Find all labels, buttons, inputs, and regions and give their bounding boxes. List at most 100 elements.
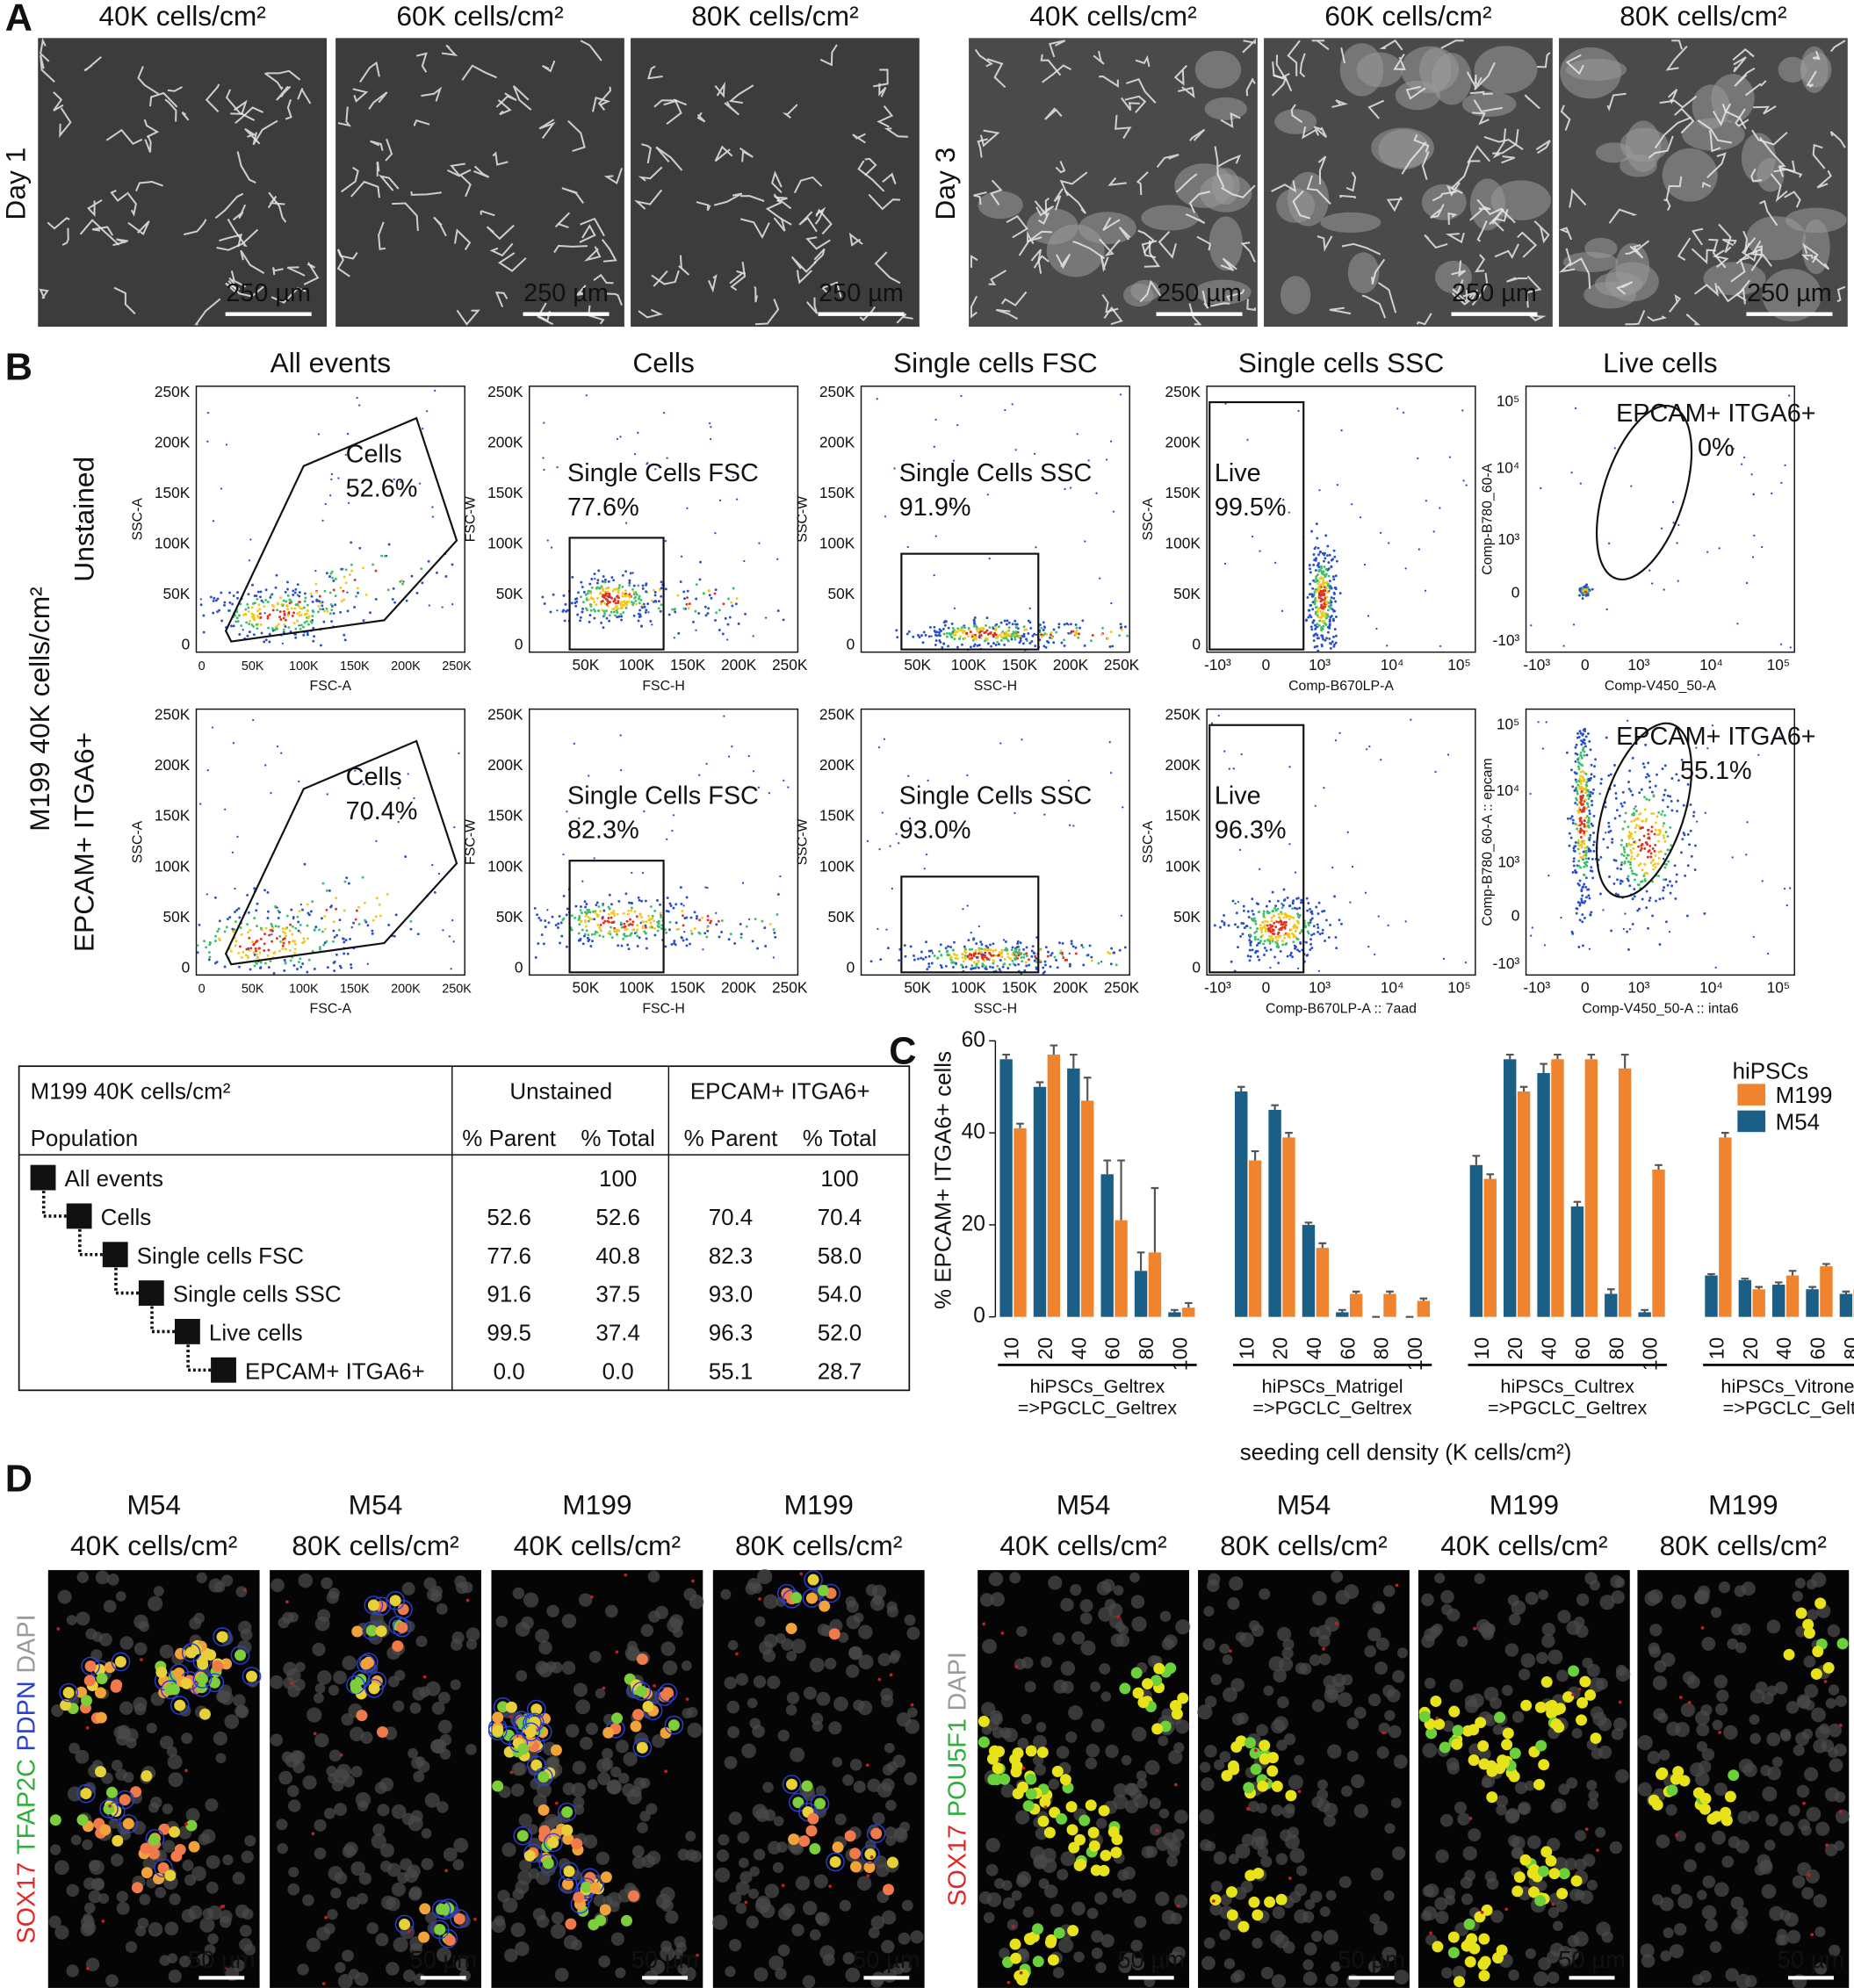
event-dot <box>332 920 335 924</box>
event-dot <box>975 626 978 630</box>
event-dot <box>617 601 620 604</box>
event-dot <box>593 933 596 936</box>
nucleus <box>82 1839 93 1850</box>
event-dot <box>641 584 645 587</box>
event-dot <box>1587 817 1591 820</box>
event-dot <box>1321 910 1324 913</box>
cell-edge <box>1829 40 1846 53</box>
event-dot <box>1021 642 1025 645</box>
bar <box>1080 1100 1094 1317</box>
nucleus <box>54 1860 69 1876</box>
cell-edge <box>1569 257 1591 289</box>
event-dot <box>268 632 271 636</box>
event-dot <box>587 598 590 601</box>
event-dot <box>614 605 617 609</box>
panel-label: D <box>5 1459 32 1501</box>
event-dot <box>1331 608 1334 611</box>
event-dot <box>975 942 978 946</box>
event-dot <box>1318 609 1322 613</box>
event-dot <box>1582 850 1585 854</box>
event-dot <box>1630 485 1633 487</box>
x-tick-label: 200K <box>391 983 421 997</box>
event-dot <box>965 631 968 635</box>
event-dot <box>1669 880 1671 883</box>
event-dot <box>1309 571 1312 574</box>
event-dot <box>1322 637 1325 641</box>
cell-edge <box>1405 85 1426 100</box>
event-dot <box>1319 591 1323 594</box>
bar <box>1014 1127 1027 1317</box>
event-dot <box>354 918 357 921</box>
event-dot <box>617 944 620 947</box>
cell-edge <box>638 308 663 319</box>
event-dot <box>1574 802 1577 804</box>
event-dot <box>1636 853 1640 856</box>
event-dot <box>1309 603 1313 607</box>
event-dot <box>1627 837 1631 839</box>
event-dot <box>431 863 434 867</box>
event-dot <box>1654 866 1657 868</box>
event-dot <box>1602 838 1605 841</box>
event-dot <box>634 595 638 599</box>
event-dot <box>632 591 636 594</box>
event-dot <box>949 502 953 505</box>
event-dot <box>332 612 335 615</box>
event-dot <box>1584 745 1587 748</box>
event-dot <box>598 587 602 590</box>
event-dot <box>1317 649 1320 652</box>
event-dot <box>695 629 697 631</box>
pdpn-outline <box>111 1652 131 1672</box>
event-dot <box>574 604 578 608</box>
event-dot <box>1646 872 1649 875</box>
event-dot <box>1582 591 1585 594</box>
event-dot <box>953 607 956 609</box>
error-bar <box>1721 1132 1729 1138</box>
event-dot <box>302 625 305 629</box>
event-dot <box>1586 846 1589 849</box>
event-dot <box>679 580 682 583</box>
event-dot <box>1663 793 1666 796</box>
event-dot <box>1246 910 1250 913</box>
pdpn-outline <box>386 1591 405 1610</box>
error-bar <box>1117 1159 1125 1221</box>
cell-patch <box>1800 46 1829 93</box>
event-dot <box>1257 903 1260 906</box>
event-dot <box>961 471 963 474</box>
event-dot <box>1004 631 1007 634</box>
event-dot <box>1262 915 1266 918</box>
event-dot <box>298 594 301 598</box>
event-dot <box>558 915 561 918</box>
nucleus <box>326 1591 339 1604</box>
event-dot <box>1686 864 1690 868</box>
event-dot <box>628 901 631 904</box>
cell-edge <box>1475 254 1486 273</box>
event-dot <box>1588 777 1591 781</box>
event-dot <box>1680 851 1683 854</box>
event-dot <box>696 915 698 918</box>
event-dot <box>581 942 585 946</box>
y-tick-label: 0 <box>847 958 855 976</box>
event-dot <box>330 620 334 623</box>
pdpn-outline <box>76 1783 96 1804</box>
cell-edge <box>806 297 819 314</box>
event-dot <box>918 636 921 639</box>
event-dot <box>1309 625 1313 629</box>
event-dot <box>1620 863 1623 867</box>
event-dot <box>307 913 311 917</box>
image-header: M54 <box>349 1489 403 1521</box>
event-dot <box>297 920 300 924</box>
event-dot <box>727 755 731 758</box>
event-dot <box>1280 609 1284 612</box>
event-dot <box>247 931 249 934</box>
flow-column-title: Live cells <box>1603 347 1717 378</box>
event-dot <box>1530 934 1533 937</box>
event-dot <box>1300 929 1303 933</box>
cell-edge <box>651 270 680 285</box>
event-dot <box>1669 795 1672 798</box>
gate-value: 93.0% <box>899 817 971 845</box>
cell-edge <box>653 99 678 108</box>
event-dot <box>977 644 981 647</box>
event-dot <box>1661 767 1664 771</box>
gate <box>224 739 458 966</box>
event-dot <box>992 959 995 962</box>
